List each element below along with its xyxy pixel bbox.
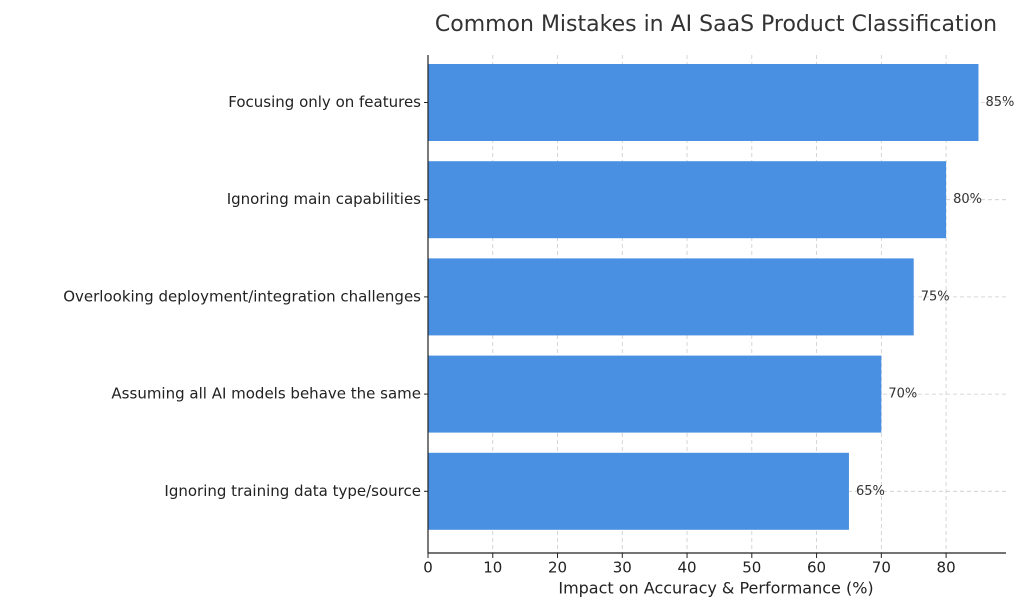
value-label: 80% bbox=[953, 192, 982, 207]
bar bbox=[428, 64, 979, 141]
y-tick-label: Assuming all AI models behave the same bbox=[111, 385, 421, 403]
y-tick-label: Overlooking deployment/integration chall… bbox=[63, 287, 421, 305]
bar bbox=[428, 258, 914, 336]
x-tick-label: 40 bbox=[678, 559, 697, 577]
x-tick-label: 20 bbox=[548, 559, 567, 577]
x-tick-label: 10 bbox=[483, 559, 502, 577]
bar bbox=[428, 161, 947, 239]
value-label: 85% bbox=[985, 95, 1014, 110]
bar bbox=[428, 452, 849, 530]
y-tick-label: Ignoring training data type/source bbox=[164, 482, 421, 500]
x-tick-label: 60 bbox=[807, 559, 826, 577]
chart-title: Common Mistakes in AI SaaS Product Class… bbox=[435, 12, 997, 37]
bar bbox=[428, 355, 882, 433]
value-label: 65% bbox=[856, 484, 885, 499]
x-tick-label: 0 bbox=[423, 559, 433, 577]
x-tick-label: 50 bbox=[742, 559, 761, 577]
value-label: 75% bbox=[921, 289, 950, 304]
x-axis-label: Impact on Accuracy & Performance (%) bbox=[558, 579, 873, 598]
value-label: 70% bbox=[888, 387, 917, 402]
y-tick-label: Ignoring main capabilities bbox=[227, 190, 421, 208]
y-tick-label: Focusing only on features bbox=[228, 93, 421, 111]
x-tick-label: 70 bbox=[872, 559, 891, 577]
x-tick-label: 30 bbox=[613, 559, 632, 577]
x-tick-label: 80 bbox=[937, 559, 956, 577]
